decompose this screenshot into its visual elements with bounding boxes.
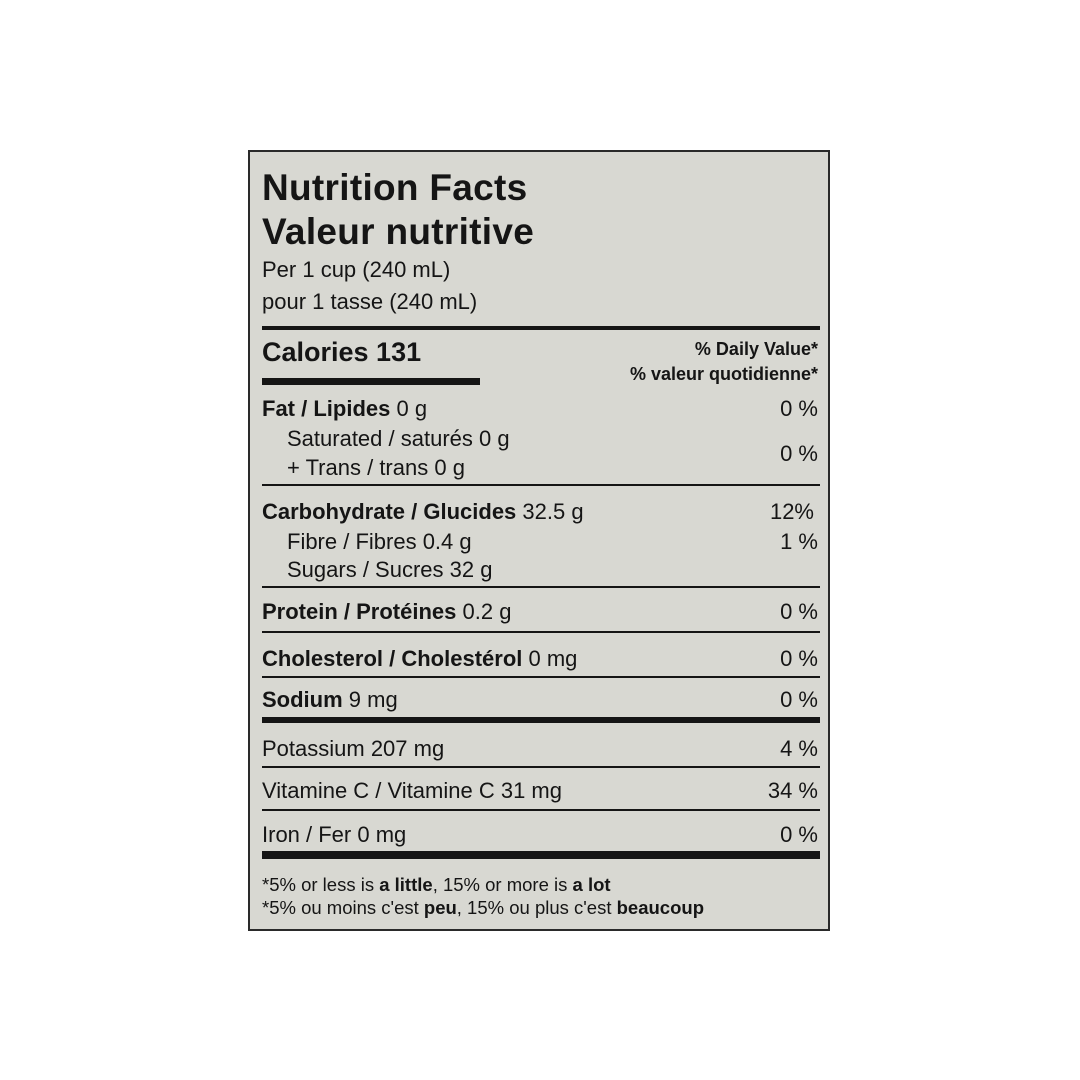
title-fr: Valeur nutritive	[262, 211, 535, 252]
row-fibre: Fibre / Fibres 0.4 g 1 %	[262, 529, 818, 555]
row-cholesterol: Cholesterol / Cholestérol 0 mg 0 %	[262, 646, 818, 672]
calories: Calories 131	[262, 337, 422, 367]
divider	[262, 586, 820, 588]
nutrition-facts-label: Nutrition Facts Valeur nutritive Per 1 c…	[248, 150, 830, 931]
divider	[262, 809, 820, 811]
potassium-dv: 4 %	[780, 736, 818, 761]
fat-label: Fat / Lipides	[262, 396, 391, 421]
sugars-label: Sugars / Sucres 32 g	[287, 557, 493, 582]
fibre-label: Fibre / Fibres 0.4 g	[287, 529, 472, 554]
footnote-en: *5% or less is a little, 15% or more is …	[262, 874, 611, 895]
protein-amount: 0.2 g	[456, 599, 512, 624]
divider-thick	[262, 717, 820, 723]
sat-trans-dv: 0 %	[780, 441, 818, 466]
saturated-label: Saturated / saturés 0 g	[287, 426, 510, 451]
protein-label: Protein / Protéines	[262, 599, 457, 624]
row-potassium: Potassium 207 mg 4 %	[262, 736, 818, 762]
protein-dv: 0 %	[780, 599, 818, 624]
sodium-dv: 0 %	[780, 687, 818, 712]
trans-label: + Trans / trans 0 g	[287, 455, 465, 480]
daily-value-header-en: % Daily Value*	[694, 339, 818, 359]
vitamin-c-label: Vitamine C / Vitamine C 31 mg	[262, 778, 562, 803]
sodium-label: Sodium	[262, 687, 343, 712]
title-en: Nutrition Facts	[262, 167, 528, 208]
cholesterol-dv: 0 %	[780, 646, 818, 671]
carb-dv: 12%	[769, 499, 814, 524]
footnote-fr: *5% ou moins c'est peu, 15% ou plus c'es…	[262, 897, 704, 918]
daily-value-header-fr: % valeur quotidienne*	[629, 364, 818, 384]
sodium-amount: 9 mg	[342, 687, 398, 712]
vitamin-c-dv: 34 %	[767, 778, 818, 803]
row-iron: Iron / Fer 0 mg 0 %	[262, 822, 818, 848]
cholesterol-label: Cholesterol / Cholestérol	[262, 646, 523, 671]
row-protein: Protein / Protéines 0.2 g 0 %	[262, 599, 818, 625]
iron-dv: 0 %	[780, 822, 818, 847]
divider	[262, 766, 820, 768]
divider	[262, 326, 820, 330]
serving-size-en: Per 1 cup (240 mL)	[262, 257, 451, 282]
carb-amount: 32.5 g	[516, 499, 584, 524]
row-carbohydrate: Carbohydrate / Glucides 32.5 g 12%	[262, 499, 818, 525]
iron-label: Iron / Fer 0 mg	[262, 822, 407, 847]
carb-label: Carbohydrate / Glucides	[262, 499, 517, 524]
divider	[262, 484, 820, 486]
row-trans: + Trans / trans 0 g 0 %	[262, 441, 818, 481]
row-sodium: Sodium 9 mg 0 %	[262, 687, 818, 713]
fat-dv: 0 %	[780, 396, 818, 421]
divider	[262, 631, 820, 633]
fibre-dv: 1 %	[780, 529, 818, 554]
divider-thick	[262, 851, 820, 859]
calories-bar	[262, 378, 480, 385]
row-vitamin-c: Vitamine C / Vitamine C 31 mg 34 %	[262, 778, 818, 804]
fat-amount: 0 g	[390, 396, 428, 421]
row-fat: Fat / Lipides 0 g 0 %	[262, 396, 818, 422]
row-saturated: Saturated / saturés 0 g	[262, 426, 818, 452]
serving-size-fr: pour 1 tasse (240 mL)	[262, 289, 478, 314]
divider	[262, 676, 820, 678]
row-sugars: Sugars / Sucres 32 g	[262, 557, 818, 583]
potassium-label: Potassium 207 mg	[262, 736, 445, 761]
cholesterol-amount: 0 mg	[522, 646, 578, 671]
